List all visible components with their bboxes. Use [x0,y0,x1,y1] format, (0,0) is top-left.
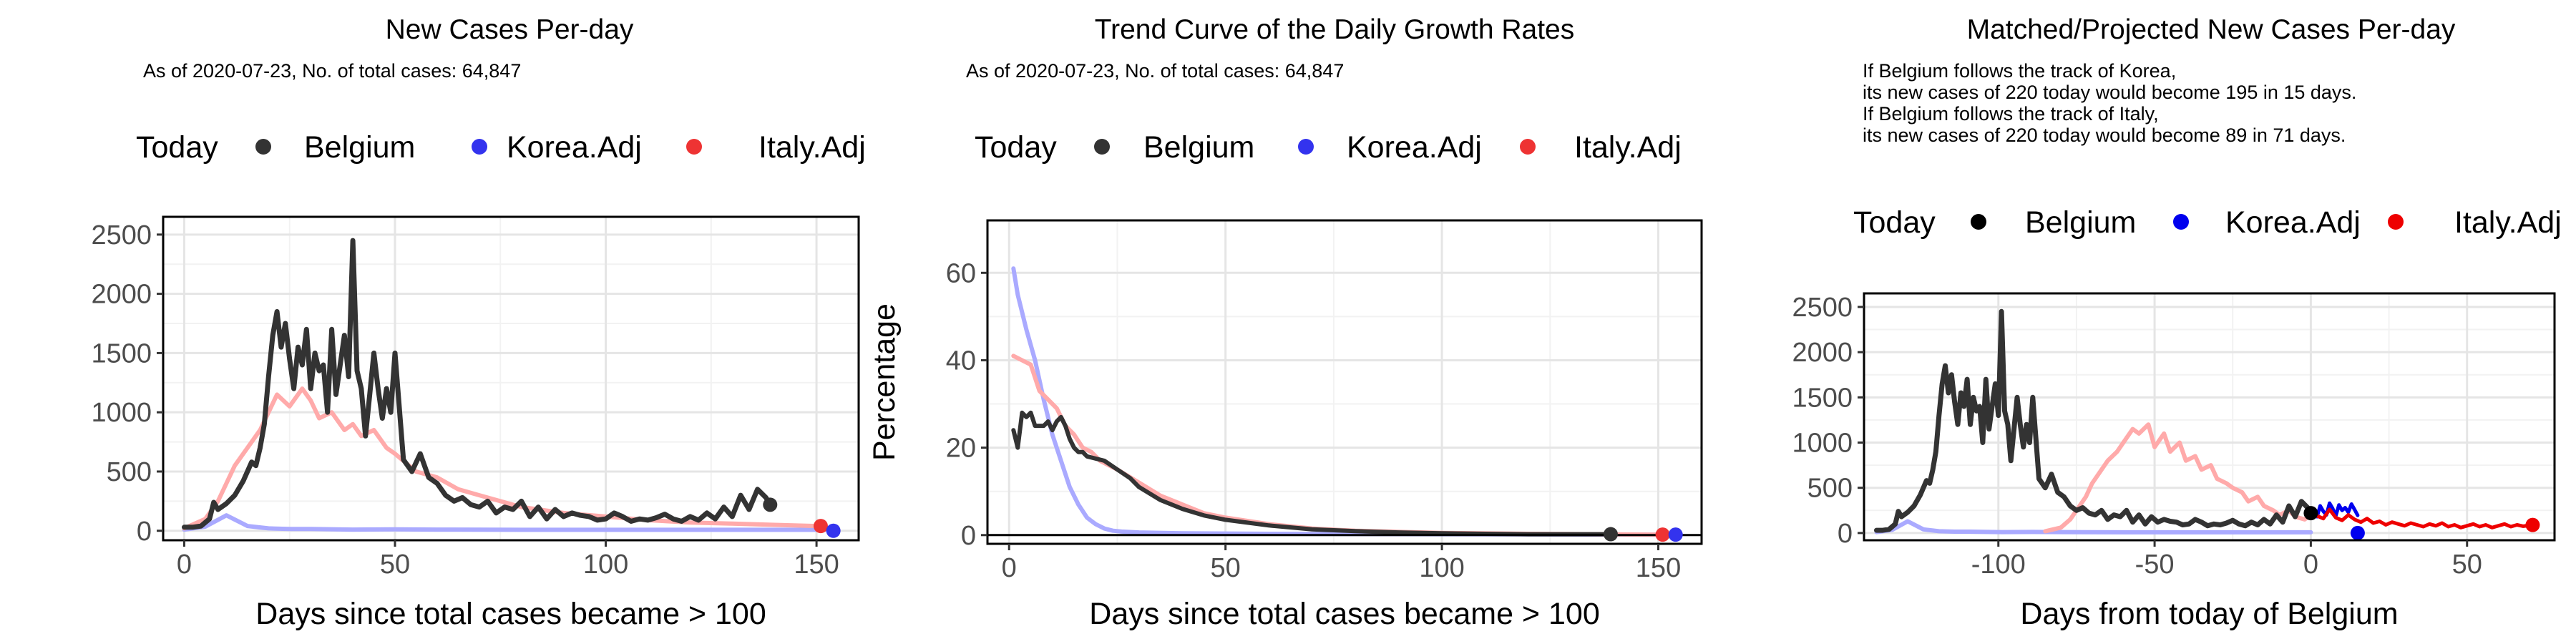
y-tick-label: 1000 [1792,429,1853,459]
today-point-korea-adj [2350,525,2365,540]
series-line-korea-adj [1874,519,2313,535]
chart-3: Matched/Projected New Cases Per-day If Be… [1792,14,2561,631]
chart-subtitle: its new cases of 220 today would become … [1863,125,2346,146]
x-tick-label: 0 [177,550,192,580]
plot-area [1874,308,2540,540]
plot-panel [987,220,1702,544]
legend-marker-korea-adj [2173,214,2189,230]
series-line-korea-adj-projected [2308,501,2360,519]
legend-title: Today [1853,205,1936,240]
legend-label: Korea.Adj [1347,130,1482,165]
y-tick-label: 0 [961,521,976,551]
legend-marker-korea-adj [472,139,487,155]
y-tick-label: 2500 [91,220,152,250]
series-line-italy-adj-projected [2308,507,2534,530]
legend-label: Belgium [2025,205,2136,240]
y-tick-label: 1000 [91,398,152,428]
y-tick-label: 2000 [1792,338,1853,368]
legend-marker-belgium [255,139,271,155]
x-tick-label: 100 [583,550,628,580]
y-tick-label: 60 [946,258,976,288]
legend-label: Belgium [1143,130,1254,165]
x-tick-label: -100 [1971,550,2026,580]
y-axis-label: Percentage [867,303,902,461]
today-point-italy-adj [2525,517,2540,532]
today-point-korea-adj [1668,527,1683,542]
plot-panel [163,217,859,540]
chart-title: Trend Curve of the Daily Growth Rates [1095,14,1574,45]
today-point-italy-adj [1655,527,1670,542]
today-point-belgium [1603,527,1618,542]
legend-marker-italy-adj [2388,214,2404,230]
x-tick-label: 50 [380,550,410,580]
today-point-italy-adj [813,519,828,534]
y-tick-label: 0 [1838,519,1853,549]
x-tick-label: 0 [1002,553,1017,583]
panel-border [986,219,1703,545]
x-tick-label: 150 [794,550,839,580]
y-tick-label: 40 [946,346,976,376]
legend-marker-italy-adj [686,139,702,155]
chart-subtitle: If Belgium follows the track of Korea, [1863,60,2176,82]
y-tick-label: 0 [137,517,152,547]
series-line-korea-adj [1011,266,1678,537]
chart-subtitle: If Belgium follows the track of Italy, [1863,103,2159,125]
chart-2: Trend Curve of the Daily Growth Rates As … [867,14,1703,631]
chart-subtitle: As of 2020-07-23, No. of total cases: 64… [966,60,1344,82]
series-line-korea-adj [182,513,840,532]
x-axis-label: Days since total cases became > 100 [1089,597,1599,631]
legend-label: Italy.Adj [1574,130,1682,165]
legend-label: Belgium [304,130,415,165]
legend-label: Italy.Adj [2454,205,2562,240]
panel-border [162,215,860,542]
y-tick-label: 2000 [91,280,152,310]
x-axis-label: Days from today of Belgium [2020,597,2398,631]
legend-title: Today [975,130,1057,165]
chart-subtitle: As of 2020-07-23, No. of total cases: 64… [143,60,521,82]
legend-marker-italy-adj [1520,139,1536,155]
x-tick-label: 100 [1419,553,1464,583]
plot-area [182,238,841,538]
panel-border [1863,292,2556,542]
series-line-italy-adj [2043,422,2313,534]
y-tick-label: 500 [1807,474,1853,504]
x-tick-label: 50 [2452,550,2482,580]
series-line-belgium [1011,410,1613,537]
legend-label: Italy.Adj [758,130,866,165]
x-axis-label: Days since total cases became > 100 [255,597,766,631]
legend-label: Korea.Adj [2225,205,2361,240]
series-line-belgium [1874,308,2313,533]
legend-marker-korea-adj [1298,139,1314,155]
legend-label: Korea.Adj [507,130,642,165]
today-point-belgium [763,497,778,512]
x-tick-label: 50 [1211,553,1241,583]
x-tick-label: 0 [2303,550,2318,580]
y-tick-label: 2500 [1792,293,1853,323]
series-line-belgium [182,238,773,530]
chart-title: New Cases Per-day [386,14,634,45]
today-point-belgium [2303,506,2318,521]
x-tick-label: 150 [1636,553,1681,583]
today-point-korea-adj [826,523,841,538]
y-tick-label: 500 [107,457,152,487]
plot-area [987,266,1702,542]
y-tick-label: 1500 [1792,383,1853,413]
y-tick-label: 1500 [91,338,152,369]
legend-marker-belgium [1094,139,1110,155]
legend-marker-belgium [1971,214,1986,230]
chart-1: New Cases Per-day As of 2020-07-23, No. o… [91,14,865,631]
y-tick-label: 20 [946,434,976,464]
legend-title: Today [136,130,218,165]
chart-title: Matched/Projected New Cases Per-day [1967,14,2456,45]
x-tick-label: -50 [2135,550,2175,580]
chart-subtitle: its new cases of 220 today would become … [1863,82,2356,103]
